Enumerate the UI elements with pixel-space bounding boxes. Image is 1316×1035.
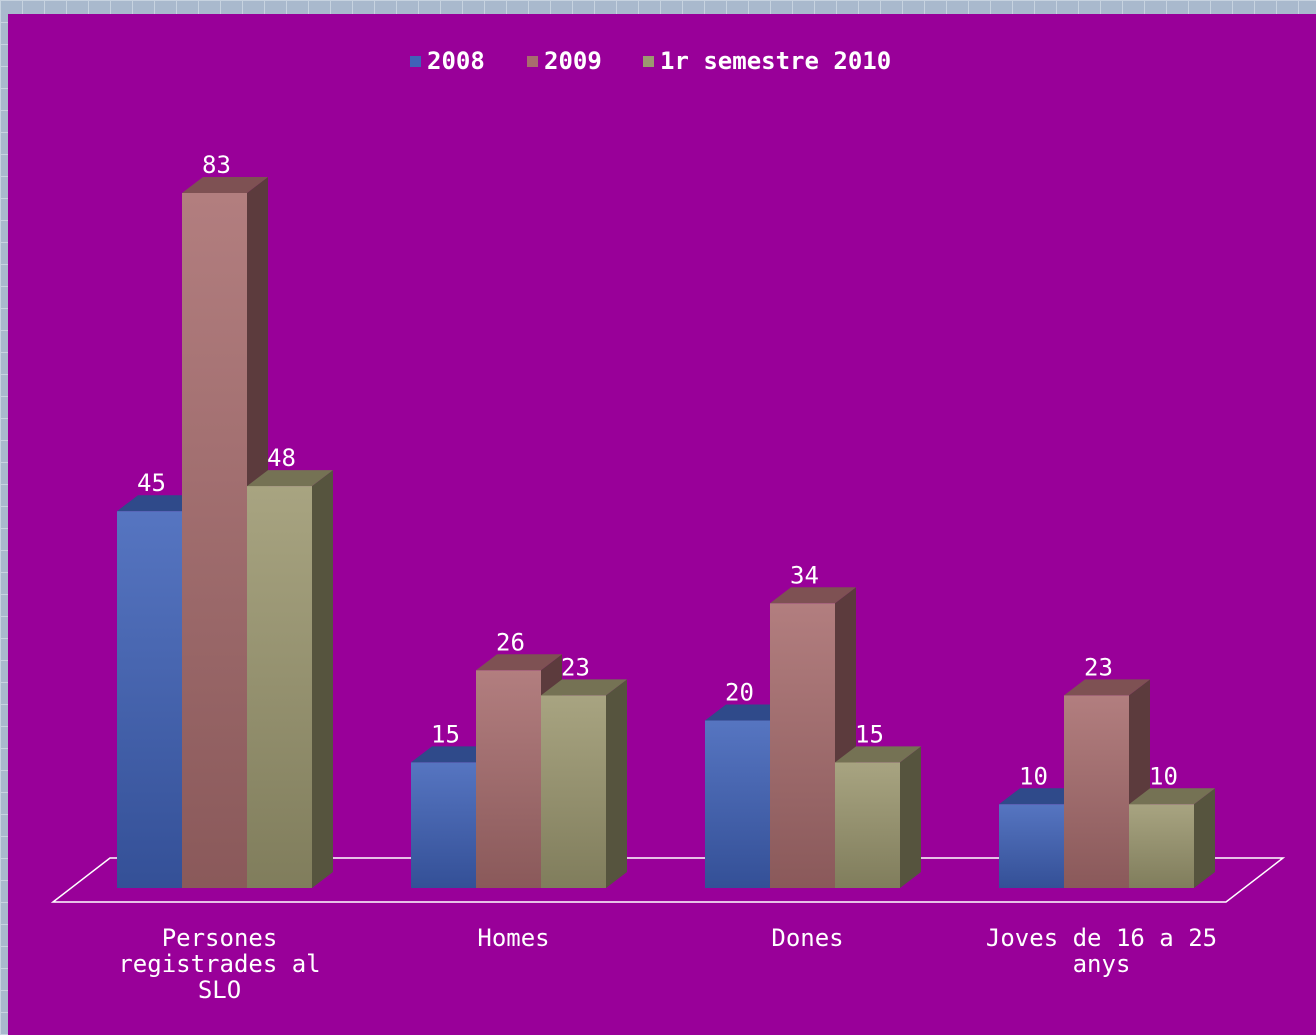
legend-label: 2008 [427,47,485,75]
data-label-2-1: 34 [790,561,819,589]
chart-floor [50,857,1286,903]
legend-item-0: 2008 [410,47,485,75]
category-label-2-0: Dones [771,924,843,952]
category-label-0-1: registrades al [118,950,320,978]
legend-item-1: 2009 [527,47,602,75]
bar-2-1 [770,587,856,888]
data-label-0-2: 48 [267,444,296,472]
bars-group: 45 83 48 15 26 23 20 34 15 10 23 10 [117,151,1215,888]
category-label-3-0: Joves de 16 a 25 [986,924,1217,952]
data-label-3-2: 10 [1149,762,1178,790]
data-label-0-0: 45 [137,469,166,497]
legend-swatch [410,56,421,67]
bar-1-2 [541,679,627,888]
data-label-2-2: 15 [855,720,884,748]
category-label-0-2: SLO [198,976,241,1004]
category-label-1-0: Homes [477,924,549,952]
bar-3-2 [1129,788,1215,888]
legend-label: 2009 [544,47,602,75]
data-label-3-1: 23 [1084,653,1113,681]
data-label-3-0: 10 [1019,762,1048,790]
category-label-0-0: Persones [162,924,278,952]
bar-2-2 [835,746,921,888]
category-label-3-1: anys [1073,950,1131,978]
legend-swatch [643,56,654,67]
data-label-0-1: 83 [202,151,231,179]
data-label-1-0: 15 [431,720,460,748]
legend-item-2: 1r semestre 2010 [643,47,891,75]
data-label-2-0: 20 [725,679,754,707]
bar-0-2 [247,470,333,888]
legend-swatch [527,56,538,67]
data-label-1-2: 23 [561,653,590,681]
data-label-1-1: 26 [496,628,525,656]
legend: 2008 2009 1r semestre 2010 [410,47,891,75]
legend-label: 1r semestre 2010 [660,47,891,75]
